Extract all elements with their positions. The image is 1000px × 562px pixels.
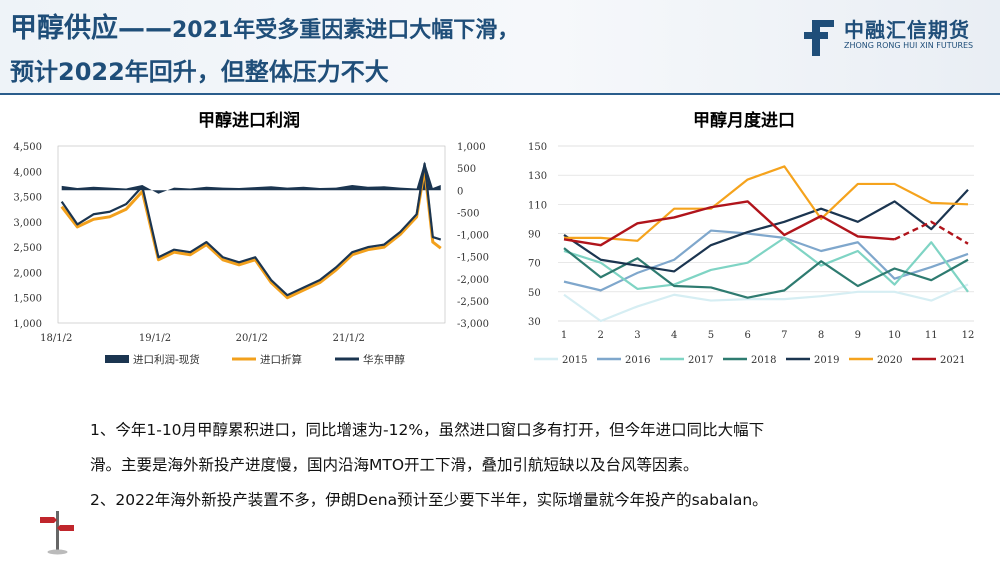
legend-label: 进口利润-现货 (133, 353, 200, 366)
y-tick-label: 110 (528, 200, 547, 211)
legend-label: 2016 (625, 355, 650, 366)
y-right-tick-label: 1,000 (457, 142, 486, 153)
legend-swatch (105, 355, 129, 363)
page-title-line1: 甲醇供应——2021年受多重因素进口大幅下滑， (10, 6, 519, 45)
title-suffix: 2021年受多重因素进口大幅下滑， (172, 18, 520, 43)
chart-title-monthly-import: 甲醇月度进口 (693, 111, 795, 131)
y-right-tick-label: 500 (457, 164, 476, 175)
series-east-china-methanol-line (60, 162, 442, 297)
y-left-tick-label: 4,000 (13, 167, 42, 178)
y-tick-label: 70 (528, 259, 541, 270)
y-tick-label: 150 (528, 142, 547, 153)
x-tick-label: 1 (561, 330, 567, 341)
x-tick-label: 2 (598, 330, 604, 341)
y-right-tick-label: 0 (457, 186, 463, 197)
y-right-tick-label: -2,000 (457, 275, 489, 286)
title-prefix: 甲醇供应—— (10, 13, 172, 44)
y-right-tick-label: -2,500 (457, 297, 489, 308)
series-line-2019 (563, 188, 969, 273)
x-tick-label: 11 (925, 330, 938, 341)
x-tick-label: 8 (818, 330, 824, 341)
x-tick-label: 21/1/2 (333, 333, 365, 344)
series-line-2018 (563, 247, 969, 299)
series-line-2017 (563, 236, 969, 293)
y-tick-label: 130 (528, 171, 547, 182)
y-left-tick-label: 2,000 (13, 268, 42, 279)
note-line-3: 2、2022年海外新投产装置不多，伊朗Dena预计至少要下半年，实际增量就今年投… (90, 491, 768, 509)
logo-chinese-name: 中融汇信期货 (844, 18, 970, 42)
y-tick-label: 50 (528, 288, 541, 299)
logo-english-name: ZHONG RONG HUI XIN FUTURES (844, 41, 974, 50)
series-line-2021-forecast (894, 220, 969, 245)
legend-label: 2017 (688, 355, 713, 366)
x-tick-label: 6 (744, 330, 750, 341)
header-divider (0, 93, 1000, 95)
y-left-tick-label: 4,500 (13, 142, 42, 153)
legend-label: 进口折算 (260, 353, 302, 366)
y-left-tick-label: 3,000 (13, 218, 42, 229)
y-right-tick-label: -1,500 (457, 253, 489, 264)
y-left-tick-label: 3,500 (13, 193, 42, 204)
page-title-line2: 预计2022年回升，但整体压力不大 (10, 58, 389, 86)
x-tick-label: 4 (671, 330, 677, 341)
y-left-tick-label: 1,500 (13, 294, 42, 305)
signpost-icon (40, 511, 74, 555)
x-tick-label: 10 (888, 330, 901, 341)
x-tick-label: 7 (781, 330, 787, 341)
legend-label: 2015 (562, 355, 587, 366)
x-tick-label: 3 (634, 330, 640, 341)
plot-area (57, 145, 446, 324)
import-profit-chart: 4,500 4,000 3,500 3,000 2,500 2,000 1,500 1,000… (13, 142, 489, 366)
x-tick-label: 12 (962, 330, 975, 341)
y-right-tick-label: -1,000 (457, 231, 489, 242)
x-tick-label: 18/1/2 (40, 333, 72, 344)
zrf-logo-icon: zr (804, 20, 834, 56)
series-import-converted-line (60, 167, 442, 300)
legend-label: 华东甲醇 (363, 353, 405, 366)
y-tick-label: 90 (528, 230, 541, 241)
x-tick-label: 9 (855, 330, 861, 341)
note-line-2: 滑。主要是海外新投产进度慢，国内沿海MTO开工下滑，叠加引航短缺以及台风等因素。 (90, 456, 699, 474)
series-line-2021 (563, 200, 895, 247)
y-left-tick-label: 1,000 (13, 319, 42, 330)
legend-label: 2020 (877, 355, 902, 366)
y-tick-label: 30 (528, 317, 541, 328)
y-right-tick-label: -3,000 (457, 319, 489, 330)
y-right-tick-label: -500 (457, 208, 479, 219)
y-left-tick-label: 2,500 (13, 243, 42, 254)
x-tick-label: 19/1/2 (139, 333, 171, 344)
header-banner: 甲醇供应——2021年受多重因素进口大幅下滑， 预计2022年回升，但整体压力不… (0, 0, 1000, 94)
company-logo: zr 中融汇信期货 ZHONG RONG HUI XIN FUTURES (800, 8, 990, 60)
legend-label: 2019 (814, 355, 839, 366)
x-tick-label: 20/1/2 (236, 333, 268, 344)
chart-title-import-profit: 甲醇进口利润 (198, 111, 300, 131)
x-tick-label: 5 (708, 330, 714, 341)
series-line-2015 (563, 283, 969, 323)
series-line-2020 (564, 165, 969, 242)
legend-label: 2018 (751, 355, 776, 366)
note-line-1: 1、今年1-10月甲醇累积进口，同比增速为-12%，虽然进口窗口多有打开，但今年… (90, 421, 765, 439)
legend-label: 2021 (940, 355, 965, 366)
